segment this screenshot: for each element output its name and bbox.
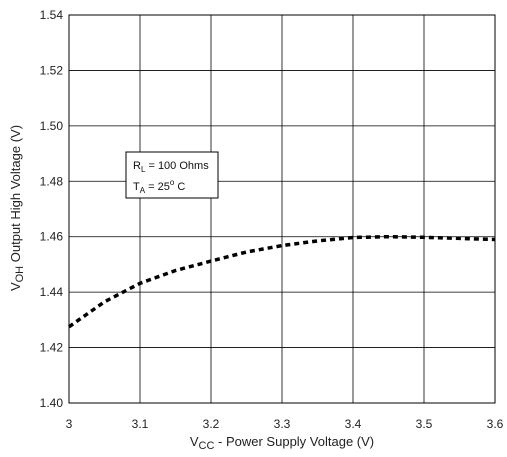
x-tick-label: 3 (66, 417, 73, 431)
x-tick-labels: 3 3.1 3.2 3.3 3.4 3.5 3.6 (66, 417, 504, 431)
y-tick-label: 1.48 (40, 174, 64, 188)
y-tick-label: 1.54 (40, 8, 64, 22)
x-tick-label: 3.3 (274, 417, 291, 431)
y-tick-label: 1.42 (40, 341, 64, 355)
y-tick-label: 1.40 (40, 396, 64, 410)
y-tick-label: 1.46 (40, 230, 64, 244)
y-tick-label: 1.52 (40, 63, 64, 77)
x-tick-label: 3.1 (132, 417, 149, 431)
x-axis-label: VCC - Power Supply Voltage (V) (190, 434, 374, 452)
y-tick-labels: 1.40 1.42 1.44 1.46 1.48 1.50 1.52 1.54 (40, 8, 64, 410)
x-tick-label: 3.5 (416, 417, 433, 431)
x-tick-label: 3.6 (487, 417, 504, 431)
series-line (67, 234, 496, 329)
grid (68, 14, 496, 404)
plot-frame (68, 14, 496, 404)
annotation-line-2: TA = 25o C (133, 178, 185, 195)
y-tick-label: 1.50 (40, 119, 64, 133)
x-tick-label: 3.4 (345, 417, 362, 431)
y-axis-label: VOH Output High Voltage (V) (8, 125, 26, 291)
annotation-line-1: RL = 100 Ohms (133, 160, 209, 174)
x-tick-label: 3.2 (203, 417, 220, 431)
annotation-box: RL = 100 Ohms TA = 25o C (125, 151, 219, 199)
y-tick-label: 1.44 (40, 285, 64, 299)
